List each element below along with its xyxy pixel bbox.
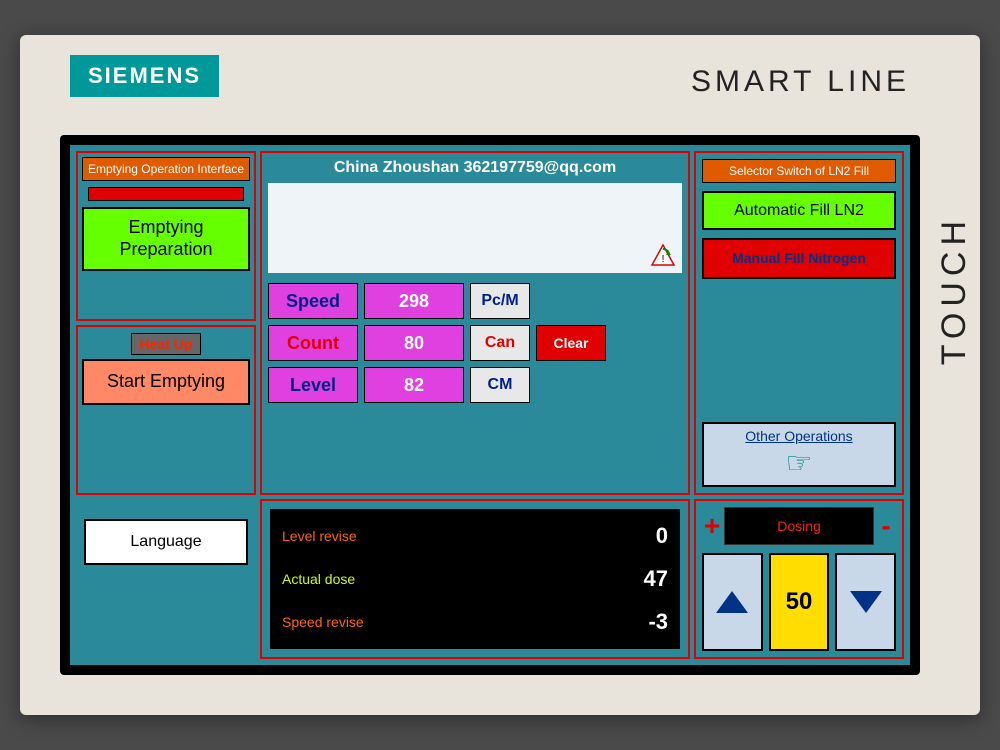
brand-badge: SIEMENS (70, 55, 219, 97)
level-revise-value: 0 (618, 517, 668, 554)
emptying-interface-box: Emptying Operation Interface Emptying Pr… (76, 151, 256, 321)
other-operations-button[interactable]: Other Operations ☞ (702, 422, 896, 487)
speed-value: 298 (364, 283, 464, 319)
revise-readout: Level revise 0 Actual dose 47 Speed revi… (270, 509, 680, 649)
selector-label: Selector Switch of LN2 Fill (702, 159, 896, 183)
product-name: SMART LINE (691, 65, 910, 99)
svg-text:!: ! (662, 254, 665, 265)
status-bar-1 (88, 187, 244, 201)
dosing-panel: + Dosing - 50 (694, 499, 904, 659)
level-label: Level (268, 367, 358, 403)
contact-header: China Zhoushan 362197759@qq.com (266, 157, 684, 179)
count-unit: Can (470, 325, 530, 361)
increase-button[interactable] (702, 553, 763, 651)
bezel-header: SIEMENS SMART LINE (50, 55, 930, 135)
level-revise-label: Level revise (282, 517, 608, 554)
dose-value: 50 (769, 553, 830, 651)
speed-label: Speed (268, 283, 358, 319)
clear-button[interactable]: Clear (536, 325, 606, 361)
level-unit: CM (470, 367, 530, 403)
warning-icon: ! (650, 243, 676, 267)
revise-panel: Level revise 0 Actual dose 47 Speed revi… (260, 499, 690, 659)
decrease-button[interactable] (835, 553, 896, 651)
bottom-left-panel: Language (76, 499, 256, 659)
right-panel: Selector Switch of LN2 Fill Automatic Fi… (694, 151, 904, 495)
minus-label: - (876, 510, 896, 542)
actual-dose-label: Actual dose (282, 560, 608, 597)
stepper-row: 50 (702, 553, 896, 651)
heat-up-indicator: Heat Up (131, 333, 201, 355)
plus-label: + (702, 510, 722, 542)
other-ops-label: Other Operations (745, 428, 852, 444)
dosing-label: Dosing (724, 507, 874, 545)
screen-frame: Emptying Operation Interface Emptying Pr… (60, 135, 920, 675)
pointing-hand-icon: ☞ (786, 446, 813, 481)
count-label: Count (268, 325, 358, 361)
left-column: Emptying Operation Interface Emptying Pr… (76, 151, 256, 495)
start-emptying-button[interactable]: Start Emptying (82, 359, 250, 405)
touch-label: TOUCH (935, 215, 974, 365)
language-button[interactable]: Language (84, 519, 248, 565)
dosing-row: + Dosing - (702, 507, 896, 545)
data-grid: Speed 298 Pc/M Count 80 Can Clear Level … (266, 277, 684, 409)
speed-unit: Pc/M (470, 283, 530, 319)
hmi-bezel: SIEMENS SMART LINE TOUCH Emptying Operat… (20, 35, 980, 715)
message-area: ! (268, 183, 682, 273)
start-box: Heat Up Start Emptying (76, 325, 256, 495)
up-arrow-icon (716, 591, 748, 613)
emptying-interface-label: Emptying Operation Interface (82, 157, 250, 181)
hmi-screen: Emptying Operation Interface Emptying Pr… (70, 145, 910, 665)
actual-dose-value: 47 (618, 560, 668, 597)
manual-fill-button[interactable]: Manual Fill Nitrogen (702, 238, 896, 279)
speed-revise-value: -3 (618, 604, 668, 641)
auto-fill-button[interactable]: Automatic Fill LN2 (702, 191, 896, 230)
emptying-prep-button[interactable]: Emptying Preparation (82, 207, 250, 270)
level-value: 82 (364, 367, 464, 403)
speed-revise-label: Speed revise (282, 604, 608, 641)
center-panel: China Zhoushan 362197759@qq.com ! Speed … (260, 151, 690, 495)
count-value: 80 (364, 325, 464, 361)
down-arrow-icon (850, 591, 882, 613)
